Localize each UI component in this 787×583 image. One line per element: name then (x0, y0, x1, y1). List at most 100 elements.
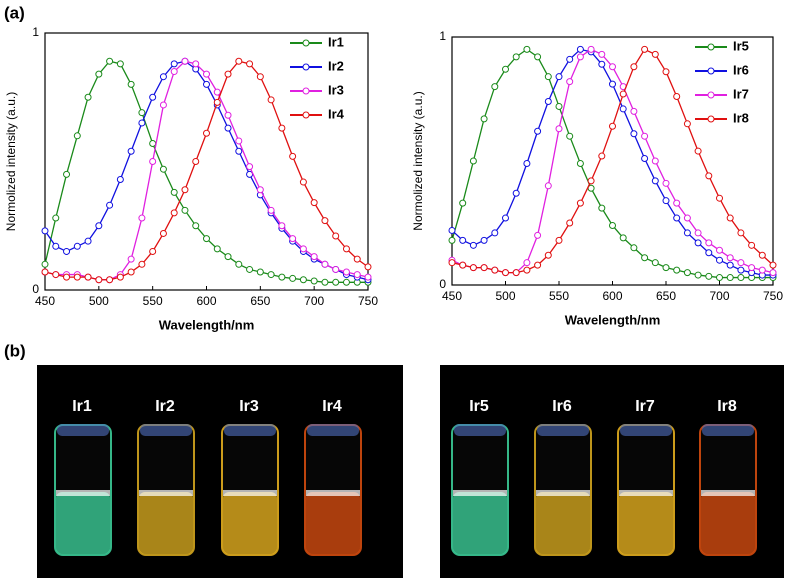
data-point (705, 172, 713, 180)
data-point (170, 60, 178, 68)
data-point (149, 158, 157, 165)
data-point (289, 152, 297, 160)
data-point (342, 245, 350, 253)
data-point (95, 276, 103, 284)
vial-label: Ir2 (155, 398, 175, 415)
data-point (555, 102, 563, 110)
x-tick-label: 750 (763, 289, 783, 303)
data-point (246, 265, 254, 273)
legend-label: Ir8 (733, 110, 749, 125)
y-axis-label: Normolized intensity (a.u.) (411, 91, 425, 230)
data-point (544, 73, 552, 81)
data-point (52, 271, 60, 279)
data-point (673, 93, 681, 101)
data-point (256, 268, 264, 276)
data-point (491, 83, 499, 91)
data-point (705, 272, 713, 280)
data-point (246, 163, 254, 171)
data-point (127, 268, 135, 276)
vial-meniscus (619, 490, 673, 496)
data-point (598, 50, 606, 58)
data-point (192, 158, 200, 165)
data-point (469, 264, 477, 272)
vial-liquid (223, 492, 277, 554)
data-point (224, 253, 232, 261)
data-point (662, 197, 670, 205)
data-point (694, 229, 702, 237)
data-point (619, 234, 627, 242)
legend-label: Ir1 (328, 34, 344, 49)
data-point (106, 57, 114, 65)
x-axis-label: Wavelength/nm (565, 312, 661, 327)
data-point (683, 214, 691, 222)
vial-label: Ir8 (717, 398, 737, 415)
data-point (566, 219, 574, 227)
data-point (748, 264, 756, 272)
vial-meniscus (56, 490, 110, 496)
vial-cap (57, 424, 109, 436)
data-point (566, 78, 574, 86)
data-point (310, 253, 318, 261)
data-point (523, 159, 531, 167)
data-point (651, 157, 659, 165)
data-point (737, 266, 745, 274)
data-point (705, 249, 713, 257)
x-tick-label: 600 (196, 294, 216, 308)
vial-label: Ir5 (469, 398, 489, 415)
data-point (73, 132, 81, 140)
vial-liquid (56, 492, 110, 554)
data-point (41, 268, 49, 276)
data-point (673, 214, 681, 222)
data-point (116, 60, 124, 68)
data-point (235, 260, 243, 268)
data-point (213, 88, 221, 96)
data-point (353, 271, 361, 279)
y-tick-label: 1 (32, 25, 39, 39)
data-point (192, 222, 200, 230)
data-point (609, 80, 616, 88)
data-point (459, 236, 467, 244)
data-point (235, 137, 243, 145)
data-point (332, 232, 340, 240)
data-point (512, 189, 520, 197)
data-point (192, 60, 200, 68)
data-point (41, 227, 49, 235)
data-point (512, 53, 520, 61)
vial-meniscus (701, 490, 755, 496)
data-point (619, 105, 627, 113)
legend-marker (302, 111, 310, 119)
legend-label: Ir4 (328, 106, 345, 121)
legend-marker (302, 87, 310, 95)
data-point (159, 229, 167, 237)
data-point (630, 244, 638, 252)
vial-cap (702, 424, 754, 436)
data-point (52, 242, 60, 250)
data-point (651, 259, 659, 267)
data-point (502, 65, 509, 73)
data-point (641, 155, 649, 163)
data-point (512, 269, 520, 277)
data-point (769, 269, 777, 277)
panel-label: (a) (4, 3, 25, 22)
data-point (726, 274, 734, 282)
data-point (299, 245, 307, 253)
data-point (138, 109, 146, 117)
data-point (321, 217, 329, 225)
data-point (106, 201, 114, 209)
vial-cap (140, 424, 192, 436)
vial-meniscus (536, 490, 590, 496)
plot-frame (451, 36, 774, 286)
data-point (138, 119, 146, 127)
y-tick-label: 0 (32, 282, 39, 296)
data-point (310, 199, 318, 207)
data-point (342, 268, 350, 276)
data-point (448, 259, 456, 267)
data-point (641, 254, 649, 262)
data-point (138, 260, 146, 268)
x-tick-label: 500 (495, 289, 515, 303)
data-point (224, 124, 232, 132)
data-point (651, 50, 659, 58)
data-point (576, 45, 584, 53)
data-point (523, 259, 531, 267)
vial-cap (537, 424, 589, 436)
